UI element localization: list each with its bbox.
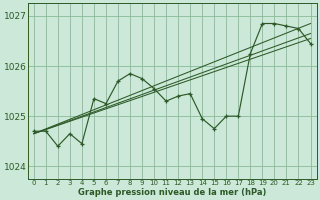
X-axis label: Graphe pression niveau de la mer (hPa): Graphe pression niveau de la mer (hPa) [78, 188, 266, 197]
